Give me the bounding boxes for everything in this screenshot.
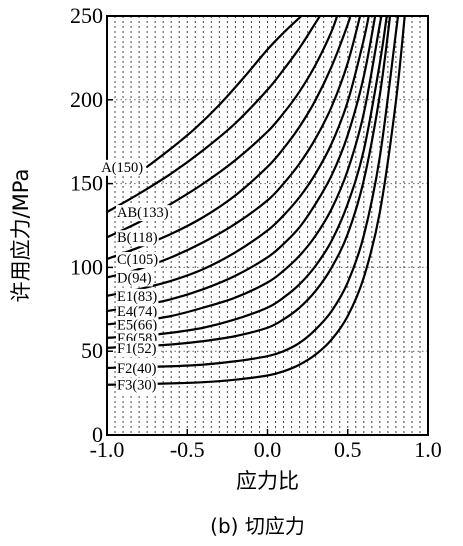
series-label-background <box>116 303 159 320</box>
series-label-group: E1(83) <box>116 288 159 305</box>
series-label-background <box>116 340 158 357</box>
series-label-background <box>100 159 145 176</box>
series-label: E4(74) <box>117 304 157 320</box>
series-line <box>107 16 322 214</box>
series-line <box>107 16 406 386</box>
x-tick-label: 0.5 <box>334 437 362 462</box>
x-tick-label: -0.5 <box>170 437 205 462</box>
series-label: E5(66) <box>117 317 157 333</box>
y-tick-label: 50 <box>81 338 103 363</box>
series-line <box>107 16 383 326</box>
series-labels: A(150) AB(133) B(118) C(105) D(94) E1(83)E4(7… <box>100 159 170 394</box>
series-label-background <box>116 252 160 269</box>
series-line <box>107 16 362 279</box>
vertical-grid <box>114 16 421 435</box>
series-label-group: F3(30) <box>116 377 158 394</box>
series-label-group: F2(40) <box>116 360 158 377</box>
series-line <box>107 16 370 297</box>
x-axis-title: 应力比 <box>236 469 299 493</box>
y-tick-label: 0 <box>92 422 103 447</box>
series-line <box>107 16 388 339</box>
series-line <box>146 16 304 168</box>
series-label-background <box>116 377 158 394</box>
series-line <box>107 16 400 370</box>
figure-caption: (b) 切应力 <box>210 514 305 538</box>
series-label-background <box>116 360 158 377</box>
series-label: D(94) <box>117 270 152 286</box>
series-line <box>107 16 377 313</box>
y-tick-label: 250 <box>70 3 103 28</box>
series-label: B(118) <box>117 230 158 246</box>
series-label: C(105) <box>117 252 158 268</box>
x-tick-label: 1.0 <box>414 437 442 462</box>
series-line <box>107 16 352 261</box>
series-label: E1(83) <box>117 289 157 305</box>
series-label-background <box>116 270 153 287</box>
series-label: F2(40) <box>117 361 157 377</box>
series-label-group: A(150) <box>100 159 145 176</box>
series-label-group: C(105) <box>116 252 160 269</box>
axis-ticks <box>106 15 429 436</box>
x-tick-label: -1.0 <box>90 437 125 462</box>
series-line <box>107 16 339 239</box>
y-tick-labels: 0 50 100 150 200 250 <box>70 3 103 447</box>
series-label: F3(30) <box>117 378 157 394</box>
series-label-group: E5(66) <box>116 317 159 334</box>
x-tick-labels: -1.0 -0.5 0.0 0.5 1.0 <box>90 437 442 462</box>
y-tick-label: 200 <box>70 87 103 112</box>
series-line <box>107 16 392 349</box>
y-tick-label: 100 <box>70 254 103 279</box>
series-label-group: E4(74) <box>116 303 159 320</box>
series-label-background <box>116 205 170 222</box>
series-label-background <box>116 288 159 305</box>
series-label-group: B(118) <box>116 230 159 247</box>
x-tick-label: 0.0 <box>254 437 282 462</box>
y-tick-label: 150 <box>70 171 103 196</box>
series-curves <box>107 16 406 386</box>
series-label-group: F1(52) <box>116 340 158 357</box>
series-label-group: D(94) <box>116 270 153 287</box>
series-label-background <box>116 317 159 334</box>
series-label-background <box>116 230 159 247</box>
y-axis-title: 许用应力/MPa <box>9 169 33 303</box>
series-label: A(150) <box>101 160 143 176</box>
series-label: F1(52) <box>117 341 157 357</box>
series-label: AB(133) <box>117 205 169 221</box>
series-label-group: AB(133) <box>116 205 170 222</box>
